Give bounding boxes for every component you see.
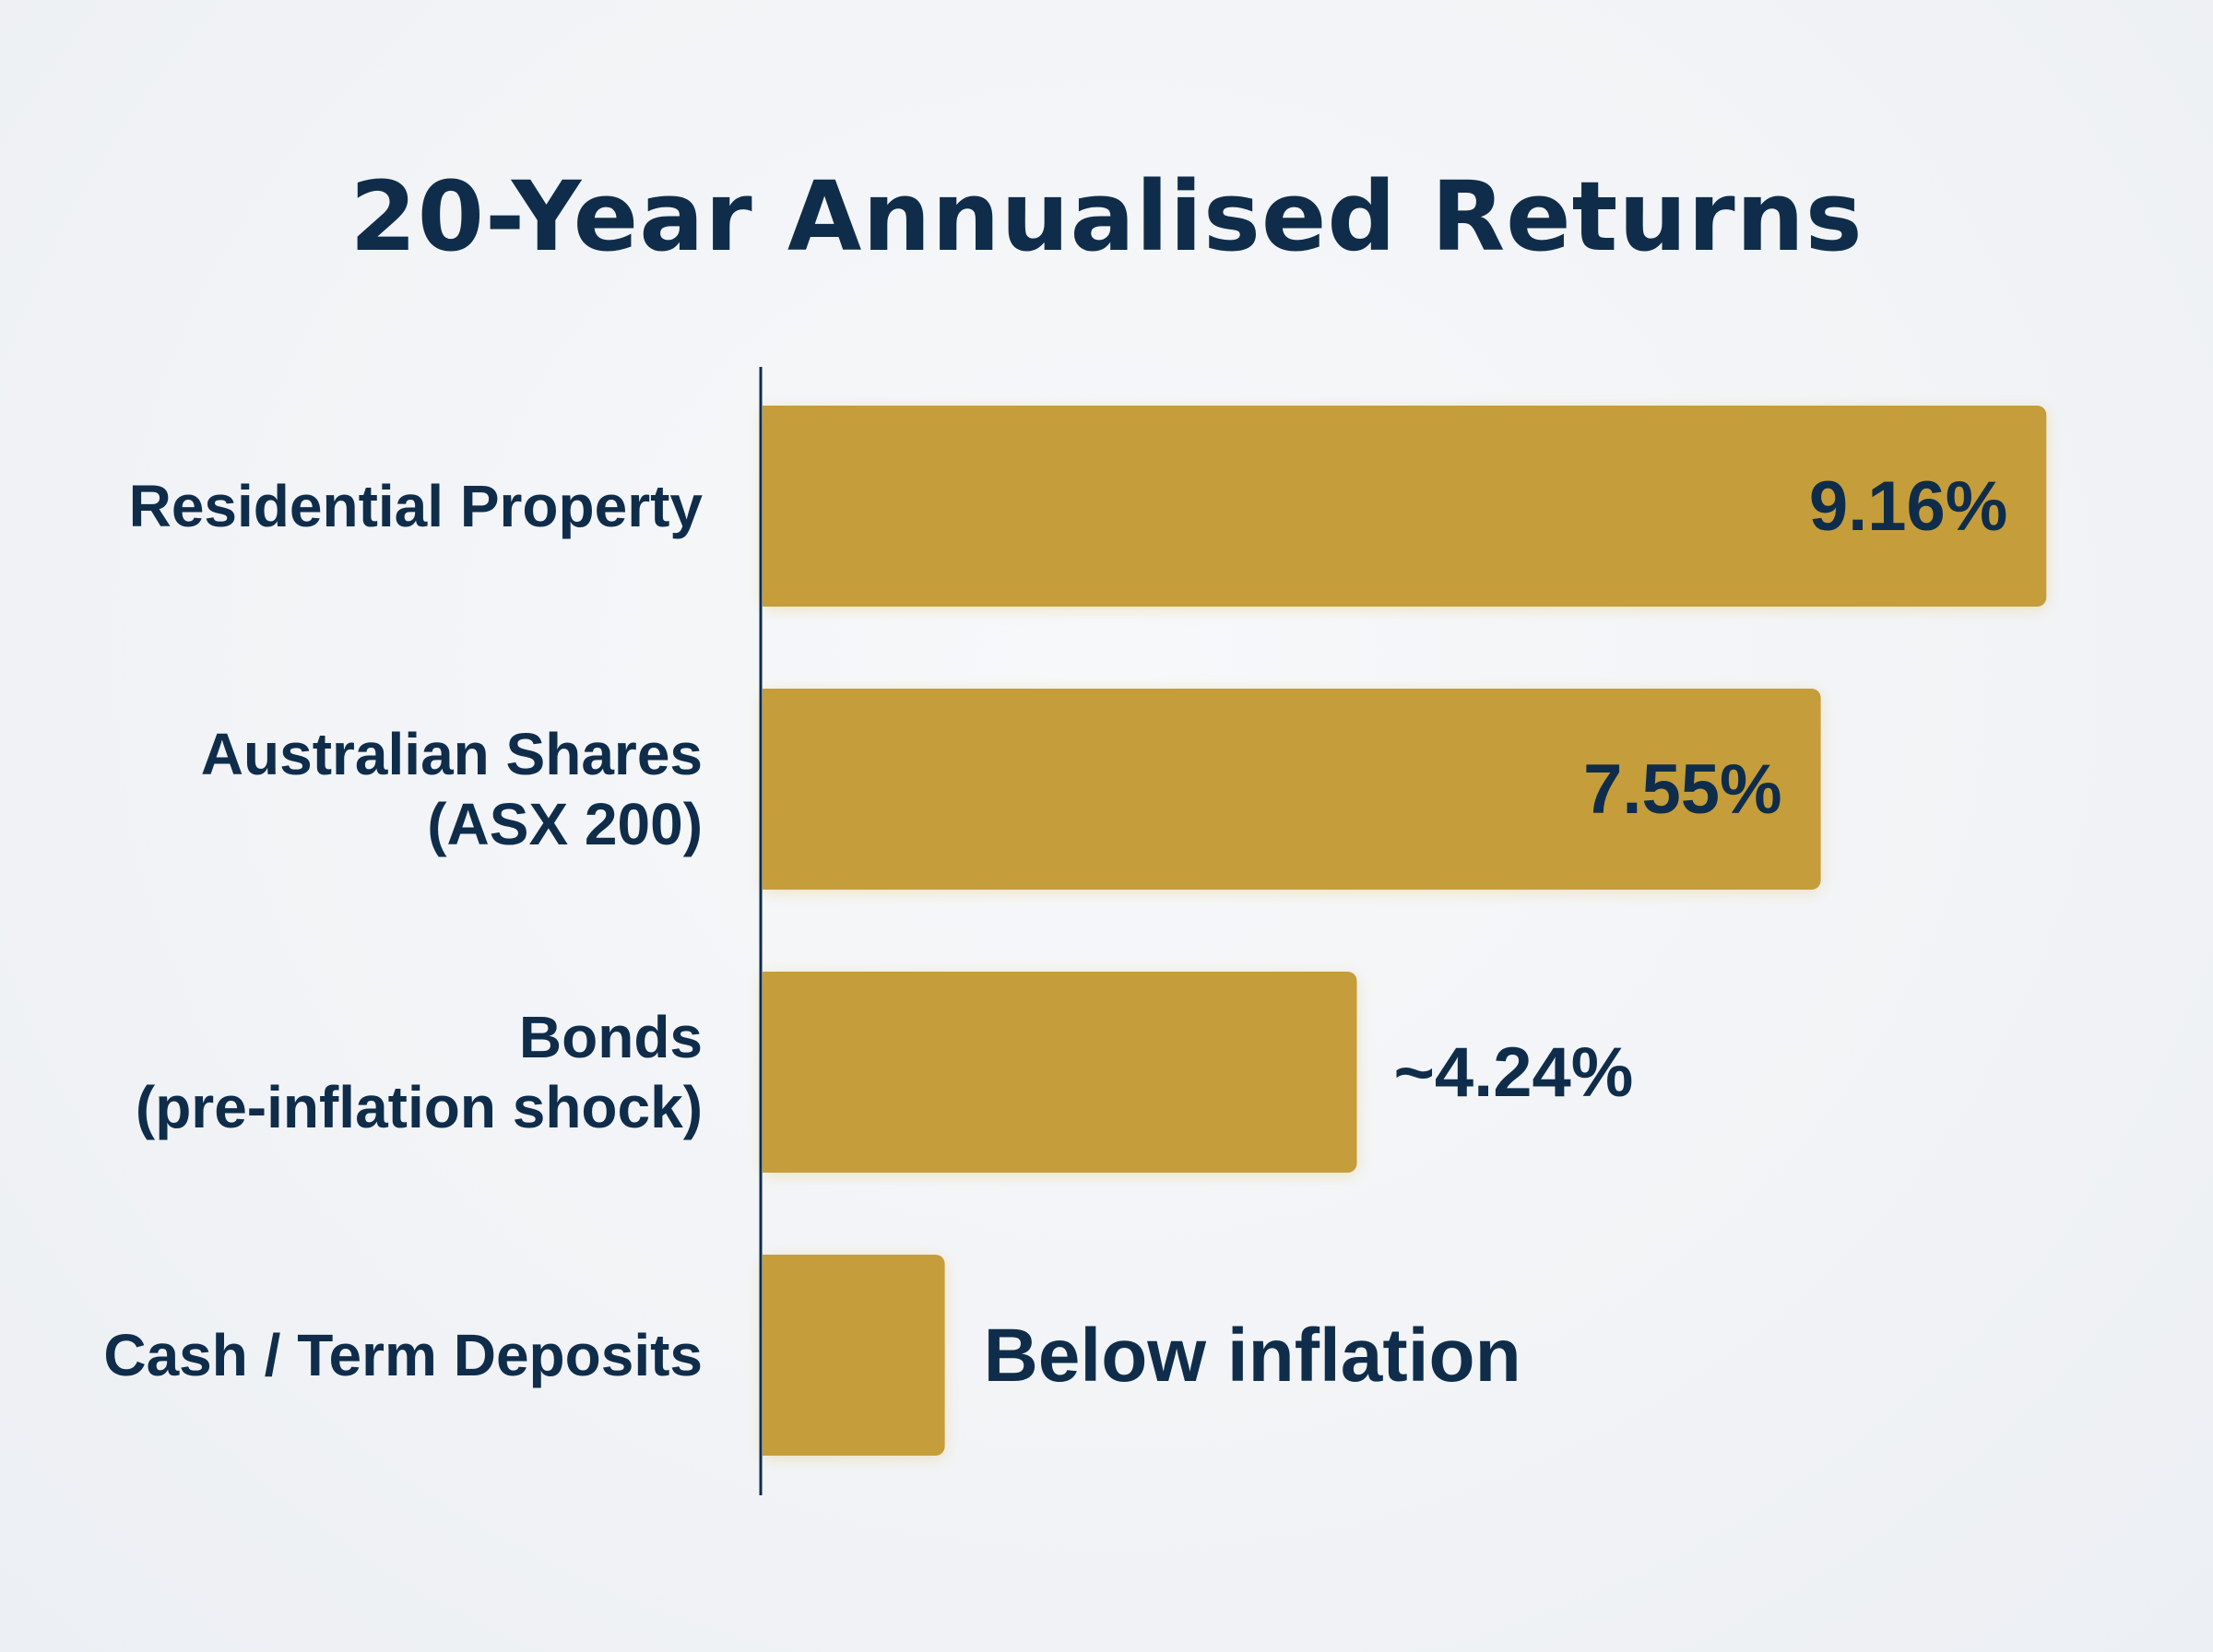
- bar-3: [763, 1255, 945, 1456]
- bar-1: [763, 689, 1821, 890]
- data-label-0: 9.16%: [1809, 467, 2008, 546]
- category-label-line: (ASX 200): [427, 791, 703, 857]
- data-label-3: Below inflation: [984, 1314, 1521, 1398]
- category-label-line: (pre-inflation shock): [136, 1074, 703, 1140]
- chart-title: 20-Year Annualised Returns: [349, 160, 1864, 273]
- bar-1-left-edge: [763, 689, 775, 890]
- bar-0: [763, 406, 2047, 607]
- data-label-1: 7.55%: [1583, 750, 1782, 829]
- labels-layer: Residential Property 9.16% Australian Shar…: [103, 467, 2007, 1398]
- bar-2: [763, 972, 1357, 1173]
- category-label-3: Cash / Term Deposits: [103, 1322, 703, 1388]
- category-label-1: Australian Shares (ASX 200): [201, 721, 703, 857]
- bar-3-left-edge: [763, 1255, 775, 1456]
- bar-0-left-edge: [763, 406, 775, 607]
- category-label-line: Australian Shares: [201, 721, 703, 787]
- data-label-2: ~4.24%: [1393, 1033, 1633, 1112]
- category-label-line: Bonds: [519, 1004, 703, 1070]
- bar-2-left-edge: [763, 972, 775, 1173]
- category-label-0: Residential Property: [129, 473, 704, 539]
- bars-layer: [763, 406, 2047, 1456]
- category-label-line: Cash / Term Deposits: [103, 1322, 703, 1388]
- category-label-line: Residential Property: [129, 473, 704, 539]
- category-label-2: Bonds (pre-inflation shock): [136, 1004, 703, 1140]
